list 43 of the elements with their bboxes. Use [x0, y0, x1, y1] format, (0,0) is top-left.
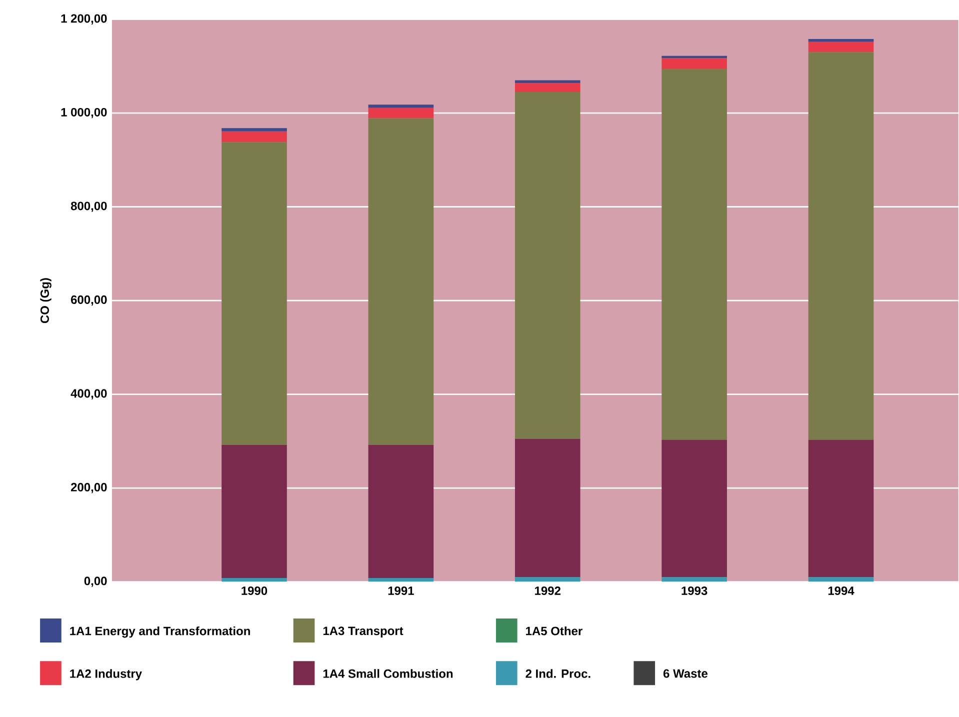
bar — [222, 578, 287, 582]
y-tick-label: 200,00 — [70, 483, 107, 494]
legend-label: 1A3 Transport — [323, 626, 404, 638]
y-tick-label: 600,00 — [71, 296, 107, 306]
bar — [662, 440, 727, 578]
y-tick-label: 400,00 — [70, 389, 107, 400]
x-tick-label: 1992 — [535, 586, 560, 596]
x-tick-label: 1993 — [682, 586, 708, 596]
legend-label: 2 Ind. Proc. — [526, 669, 590, 678]
bar — [514, 83, 580, 92]
y-tick-label: 1 000,00 — [61, 108, 107, 118]
legend-label: 1A1 Energy and Transformation — [70, 626, 250, 638]
x-tick-label: 1991 — [388, 586, 414, 596]
bar — [662, 58, 727, 69]
bar — [808, 39, 874, 42]
y-tick-label: 0,00 — [84, 576, 107, 588]
bar — [368, 108, 434, 118]
bar — [514, 577, 580, 582]
bar — [808, 52, 874, 440]
legend-label: 1A2 Industry — [70, 669, 142, 680]
bar — [222, 142, 287, 446]
bar — [808, 577, 874, 582]
bar — [222, 131, 287, 142]
x-tick-label: 1994 — [828, 586, 854, 596]
bar — [222, 128, 287, 132]
y-axis-title: CO (Gg) — [40, 278, 52, 324]
bar — [368, 118, 434, 446]
x-tick-label: 1990 — [242, 586, 268, 596]
bar — [662, 577, 727, 582]
legend-label: 1A5 Other — [526, 626, 582, 636]
bar — [368, 445, 434, 578]
y-tick-label: 800,00 — [70, 202, 107, 212]
bar — [222, 445, 287, 578]
y-tick-label: 1 200,00 — [61, 14, 107, 25]
legend-label: 6 Waste — [663, 669, 708, 678]
legend-label: 1A4 Small Combustion — [323, 669, 453, 678]
bar — [514, 438, 580, 578]
bar — [808, 440, 874, 578]
bar — [368, 578, 434, 582]
bar — [514, 92, 580, 439]
bar — [368, 104, 434, 108]
bar — [808, 42, 874, 52]
bar — [662, 68, 727, 440]
